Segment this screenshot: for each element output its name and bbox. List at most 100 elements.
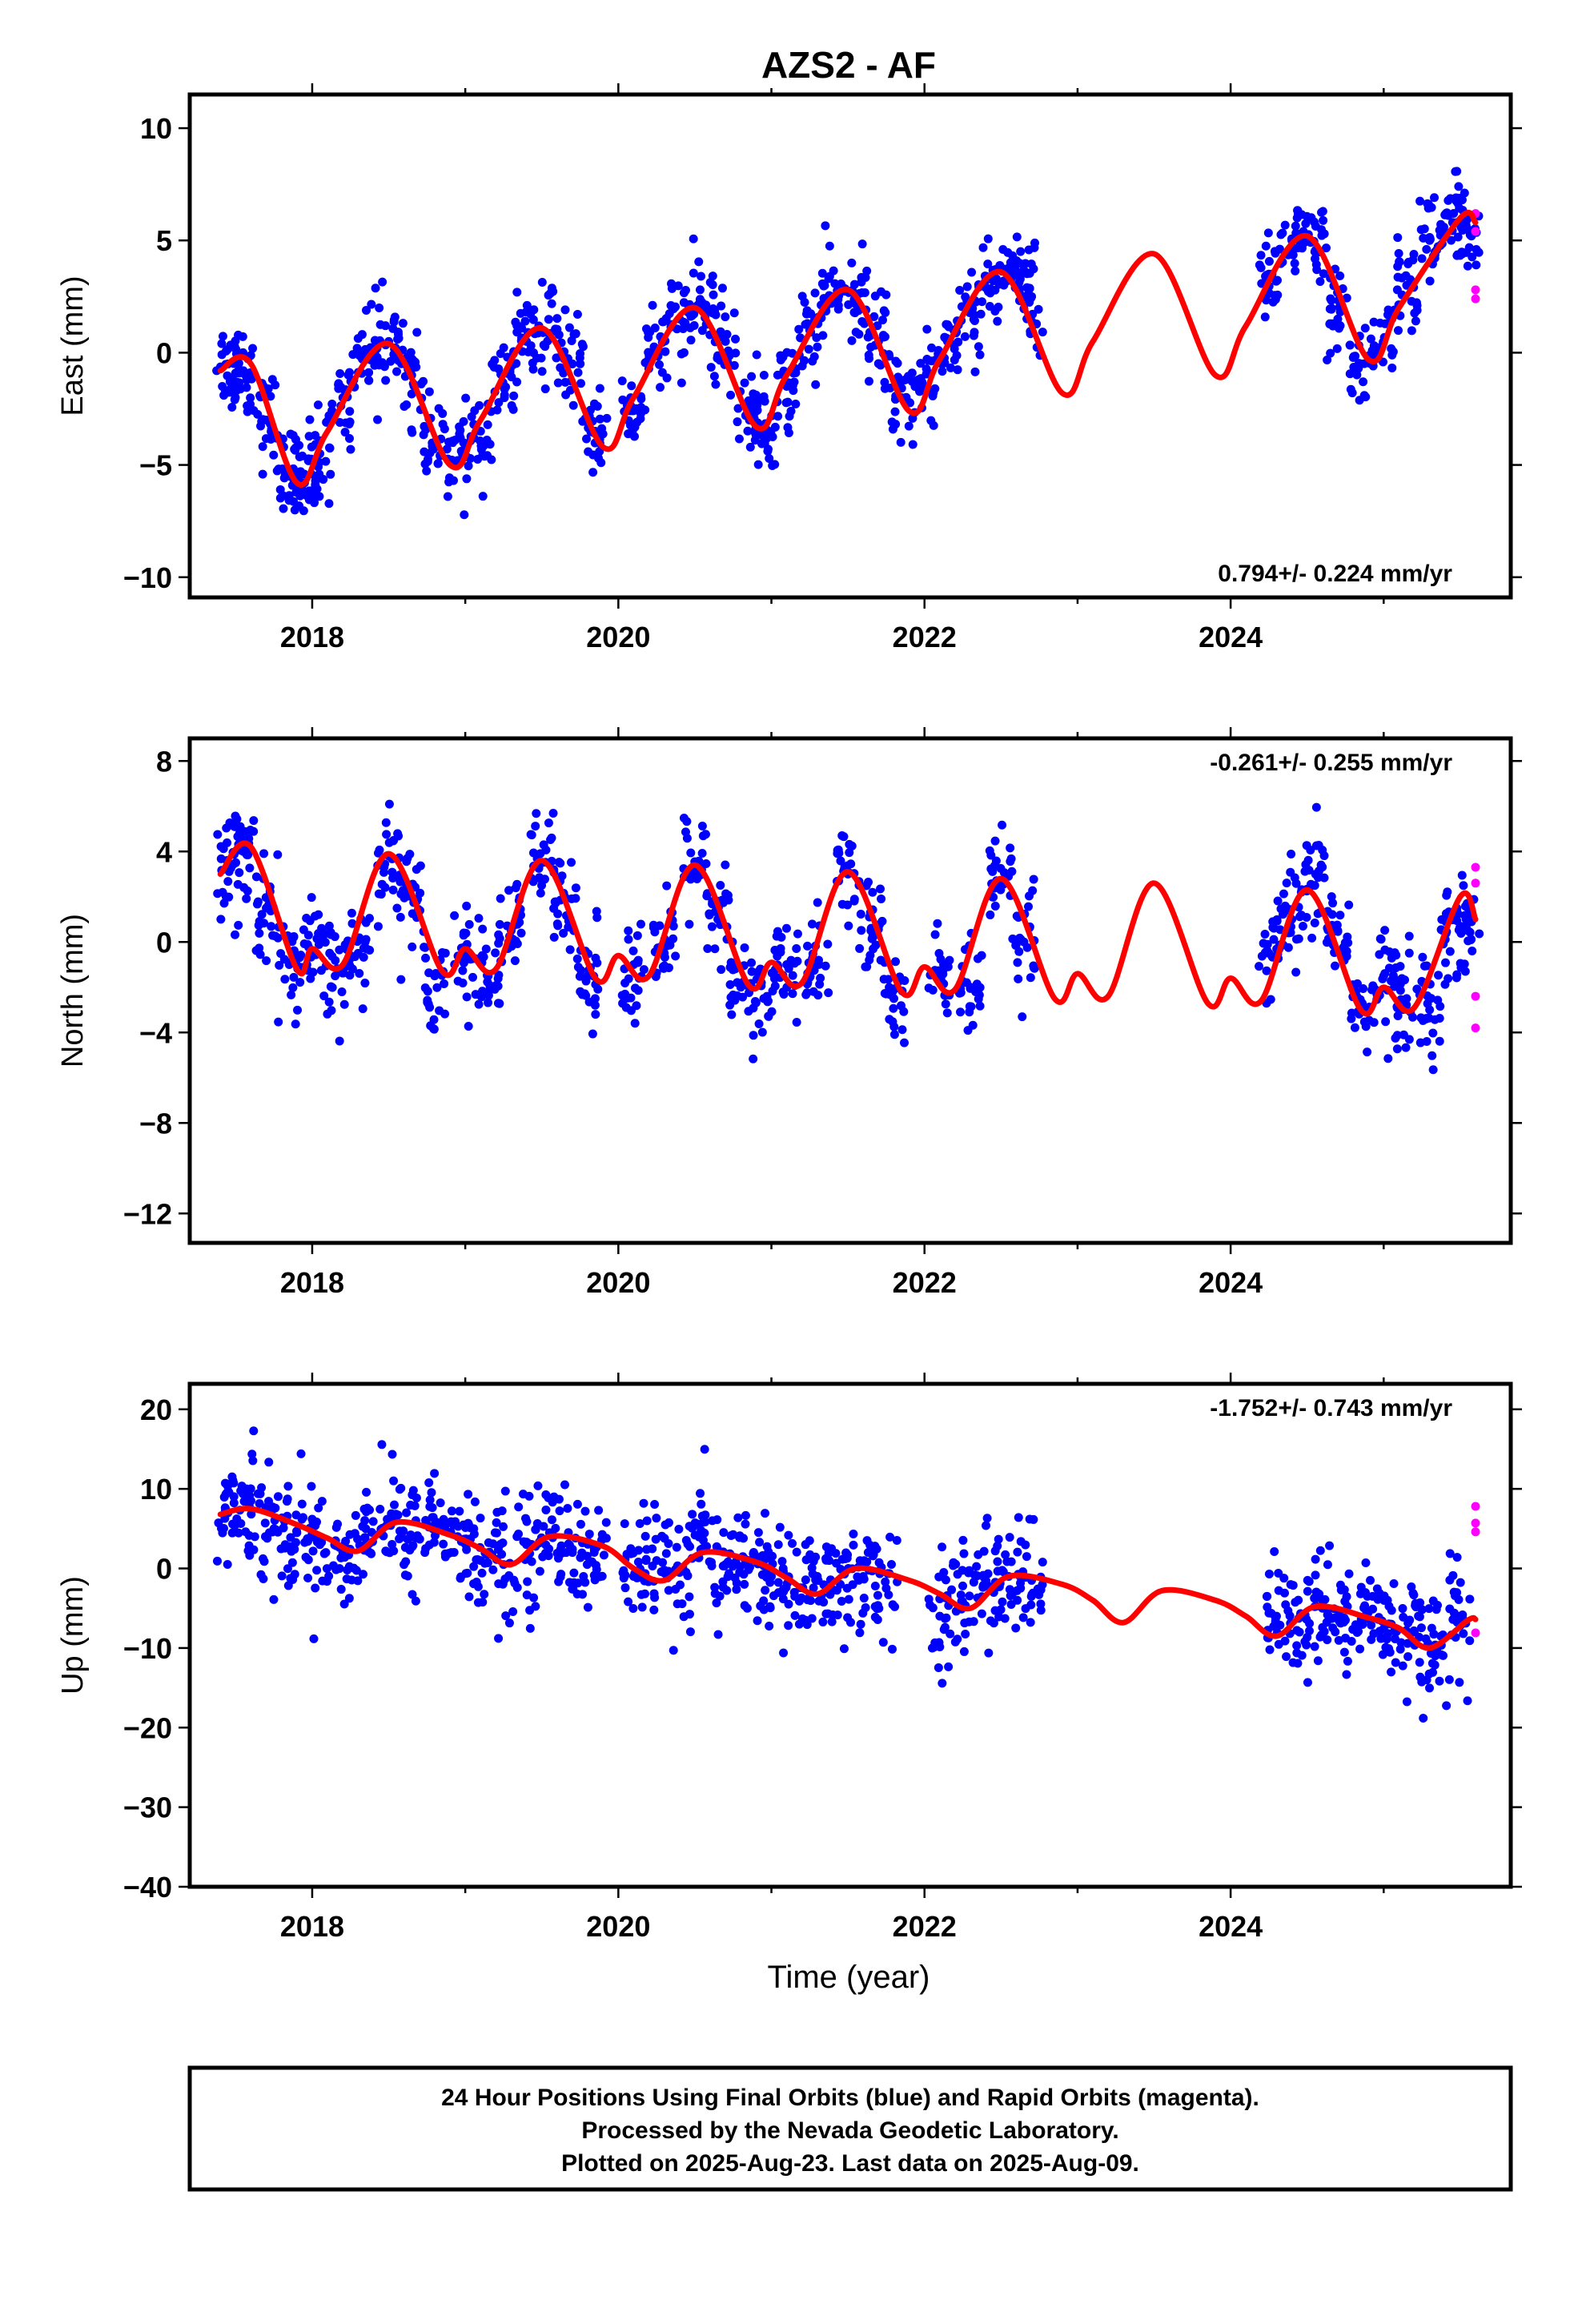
data-point <box>729 308 739 318</box>
data-point <box>1402 1697 1411 1707</box>
data-point <box>1026 1618 1035 1627</box>
data-point <box>1332 344 1342 353</box>
data-point <box>572 1590 582 1599</box>
data-point <box>494 1579 504 1589</box>
data-point <box>796 333 805 343</box>
data-point <box>858 1608 868 1618</box>
data-point <box>1366 334 1375 344</box>
data-point <box>580 1506 590 1516</box>
data-point <box>747 958 757 967</box>
data-point <box>320 938 330 947</box>
data-point <box>304 495 314 505</box>
x-tick-label: 2024 <box>1199 1910 1263 1943</box>
data-point <box>1471 294 1480 304</box>
data-point <box>885 1532 895 1542</box>
data-point <box>635 1519 644 1529</box>
data-point <box>1380 945 1390 955</box>
data-point <box>352 344 362 353</box>
data-point <box>231 930 240 939</box>
x-tick-label: 2020 <box>586 1266 650 1299</box>
data-point <box>1442 1701 1452 1711</box>
data-point <box>1325 304 1335 314</box>
data-point <box>421 953 431 963</box>
data-point <box>889 1030 899 1039</box>
data-point <box>1291 266 1300 275</box>
data-point <box>355 969 364 979</box>
data-point <box>983 234 993 243</box>
data-point <box>1435 1036 1444 1046</box>
data-point <box>526 341 536 351</box>
data-point <box>347 919 357 928</box>
data-point <box>1392 1044 1402 1054</box>
data-point <box>420 1548 430 1558</box>
data-point <box>553 921 563 931</box>
data-point <box>1411 298 1421 308</box>
data-point <box>954 337 963 347</box>
data-point <box>1325 320 1335 329</box>
data-point <box>1018 1012 1027 1022</box>
data-point <box>636 414 645 424</box>
data-point <box>1305 1618 1315 1628</box>
data-point <box>1452 1553 1462 1562</box>
data-point <box>552 314 562 324</box>
data-point <box>994 1534 1003 1544</box>
data-point <box>483 977 492 987</box>
data-point <box>1449 1587 1459 1597</box>
data-point <box>408 1542 417 1551</box>
data-point <box>1419 233 1428 243</box>
data-point <box>847 841 857 850</box>
data-point <box>740 1579 749 1589</box>
data-point <box>327 951 337 961</box>
data-point <box>1302 912 1311 922</box>
data-point <box>1310 918 1319 927</box>
data-point <box>1006 854 1016 863</box>
data-point <box>576 379 586 388</box>
data-point <box>770 422 780 432</box>
data-point <box>974 995 983 1004</box>
data-point <box>364 368 374 377</box>
data-point <box>760 396 769 406</box>
data-point <box>464 1592 474 1602</box>
data-point <box>470 1497 480 1506</box>
data-point <box>438 408 448 418</box>
data-point <box>1415 1632 1424 1642</box>
data-point <box>539 840 548 850</box>
data-point <box>440 424 449 434</box>
data-point <box>312 1537 322 1546</box>
data-point <box>591 953 600 963</box>
data-point <box>537 278 547 287</box>
data-point <box>532 809 541 818</box>
data-point <box>662 881 672 891</box>
data-point <box>400 1542 410 1552</box>
footer-line-3: Plotted on 2025-Aug-23. Last data on 202… <box>561 2150 1139 2177</box>
data-point <box>938 367 947 376</box>
data-point <box>412 328 422 337</box>
data-point <box>243 850 253 859</box>
data-point <box>380 883 390 892</box>
data-point <box>569 1578 579 1587</box>
data-point <box>283 1564 292 1574</box>
data-point <box>716 880 725 890</box>
data-point <box>1256 263 1266 272</box>
data-point <box>1445 1549 1455 1558</box>
data-point <box>940 1622 950 1632</box>
data-point <box>763 446 773 456</box>
data-point <box>463 1568 472 1578</box>
data-point <box>572 1499 582 1509</box>
data-point <box>313 935 323 944</box>
data-point <box>425 1502 435 1511</box>
data-point <box>547 1515 556 1525</box>
data-point <box>632 404 641 413</box>
data-point <box>411 357 420 367</box>
data-point <box>396 889 406 899</box>
data-point <box>1265 1645 1275 1655</box>
data-point <box>1415 1612 1424 1622</box>
data-point <box>493 999 503 1008</box>
data-point <box>1369 1629 1379 1638</box>
data-point <box>1465 1594 1475 1604</box>
data-point <box>648 300 657 310</box>
data-point <box>1428 1596 1438 1606</box>
data-point <box>844 1594 853 1604</box>
data-point <box>1021 1604 1030 1614</box>
data-point <box>382 830 391 839</box>
